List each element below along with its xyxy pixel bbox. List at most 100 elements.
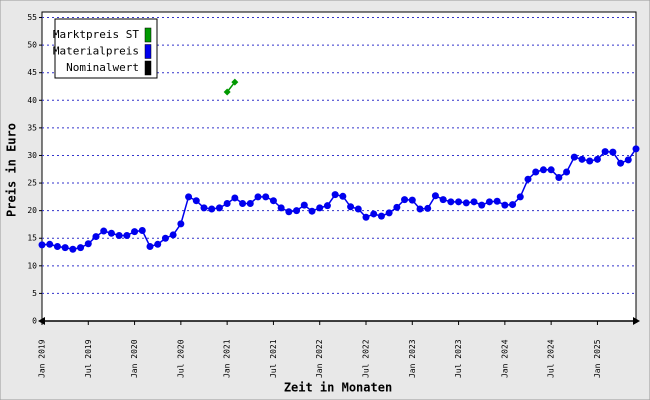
y-tick-label: 10 bbox=[27, 261, 37, 270]
data-point bbox=[293, 207, 301, 215]
data-point bbox=[377, 212, 385, 220]
data-point bbox=[300, 201, 308, 209]
data-point bbox=[439, 196, 447, 204]
x-tick-label: Jul 2022 bbox=[362, 339, 371, 378]
data-point bbox=[563, 168, 571, 176]
x-tick-label: Jan 2025 bbox=[593, 339, 602, 378]
data-point bbox=[470, 198, 478, 206]
data-point bbox=[431, 192, 439, 200]
y-tick-label: 5 bbox=[32, 289, 37, 298]
data-point bbox=[200, 204, 208, 212]
legend-swatch bbox=[144, 60, 152, 76]
data-point bbox=[524, 175, 532, 183]
x-tick-label: Jan 2020 bbox=[130, 339, 139, 378]
data-point bbox=[239, 199, 247, 207]
y-tick-label: 50 bbox=[27, 41, 37, 50]
data-point bbox=[593, 155, 601, 163]
data-point bbox=[285, 208, 293, 216]
axes: 0 5 10 15 20 25 30 35 40 45 50 55 Jan 2019 Jul 2019 Ja… bbox=[27, 13, 640, 378]
legend: Marktpreis ST Materialpreis Nominalwert bbox=[53, 18, 158, 79]
data-point bbox=[154, 240, 162, 248]
legend-label: Nominalwert bbox=[66, 61, 139, 74]
y-tick-label: 0 bbox=[32, 317, 37, 326]
data-point bbox=[246, 199, 254, 207]
data-point bbox=[53, 243, 61, 251]
x-tick-label: Jan 2023 bbox=[408, 339, 417, 378]
y-tick-label: 35 bbox=[27, 123, 37, 132]
data-point bbox=[539, 166, 547, 174]
legend-label: Materialpreis bbox=[53, 45, 139, 58]
data-point bbox=[123, 231, 131, 239]
data-point bbox=[331, 191, 339, 199]
data-point bbox=[61, 244, 69, 252]
data-point bbox=[578, 155, 586, 163]
data-point bbox=[77, 244, 85, 252]
data-point bbox=[478, 201, 486, 209]
x-tick-label: Jul 2020 bbox=[176, 339, 185, 378]
data-point bbox=[447, 198, 455, 206]
data-point bbox=[131, 228, 139, 236]
y-axis-label: Preis in Euro bbox=[5, 123, 19, 217]
y-tick-label: 25 bbox=[27, 179, 37, 188]
legend-label: Marktpreis ST bbox=[53, 28, 139, 41]
data-point bbox=[192, 197, 200, 205]
data-point bbox=[84, 240, 92, 248]
x-tick-label: Jul 2021 bbox=[269, 339, 278, 378]
data-point bbox=[532, 168, 540, 176]
data-point bbox=[632, 145, 640, 153]
data-point bbox=[138, 227, 146, 235]
x-tick-label: Jul 2024 bbox=[547, 339, 556, 378]
data-point bbox=[555, 174, 563, 182]
data-point bbox=[354, 205, 362, 213]
x-tick-label: Jan 2022 bbox=[315, 339, 324, 378]
data-point bbox=[92, 233, 100, 241]
data-point bbox=[455, 198, 463, 206]
y-tick-label: 15 bbox=[27, 234, 37, 243]
data-point bbox=[269, 197, 277, 205]
data-point bbox=[586, 157, 594, 165]
y-tick-label: 40 bbox=[27, 96, 37, 105]
data-point bbox=[277, 204, 285, 212]
y-tick-label: 20 bbox=[27, 206, 37, 215]
data-point bbox=[169, 231, 177, 239]
data-point bbox=[408, 196, 416, 204]
data-point bbox=[416, 205, 424, 213]
data-point bbox=[323, 202, 331, 210]
data-point bbox=[370, 210, 378, 218]
x-tick-label: Jan 2021 bbox=[223, 339, 232, 378]
axis-arrow bbox=[633, 317, 640, 325]
data-point bbox=[493, 197, 501, 205]
data-point bbox=[208, 205, 216, 213]
data-point bbox=[177, 220, 185, 228]
data-point bbox=[347, 203, 355, 211]
data-point bbox=[547, 166, 555, 174]
data-point bbox=[185, 193, 193, 201]
data-point bbox=[223, 199, 231, 207]
data-point bbox=[401, 196, 409, 204]
data-point bbox=[38, 241, 46, 249]
data-point bbox=[100, 227, 108, 235]
data-point bbox=[570, 153, 578, 161]
legend-box bbox=[54, 18, 158, 79]
data-point bbox=[316, 204, 324, 212]
data-point bbox=[215, 204, 223, 212]
data-point bbox=[231, 194, 239, 202]
data-point bbox=[69, 245, 77, 253]
data-point bbox=[254, 193, 262, 201]
y-tick-label: 45 bbox=[27, 68, 37, 77]
data-point bbox=[609, 148, 617, 156]
marks bbox=[38, 78, 640, 253]
data-point bbox=[501, 201, 509, 209]
data-point bbox=[308, 207, 316, 215]
data-point bbox=[462, 199, 470, 207]
data-point bbox=[601, 148, 609, 156]
data-point bbox=[485, 198, 493, 206]
data-point bbox=[624, 156, 632, 164]
data-point bbox=[385, 209, 393, 217]
data-point bbox=[231, 78, 239, 86]
x-tick-label: Jan 2019 bbox=[38, 339, 47, 378]
data-point bbox=[339, 192, 347, 200]
data-point bbox=[393, 203, 401, 211]
data-point bbox=[509, 201, 517, 209]
